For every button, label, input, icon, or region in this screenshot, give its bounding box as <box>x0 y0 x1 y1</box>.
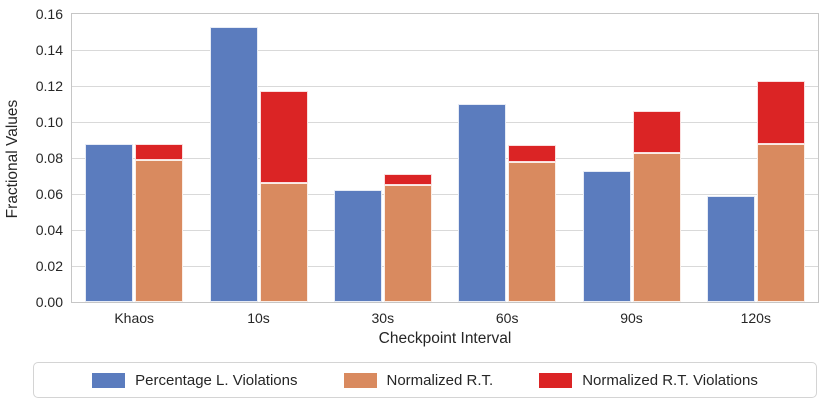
bar-percentage-l-violations <box>333 190 382 302</box>
x-tick-label: 60s <box>495 310 519 326</box>
y-tick-label: 0.06 <box>35 186 63 202</box>
bar-normalized-rt-violations <box>632 111 681 153</box>
bar-normalized-rt <box>756 143 805 302</box>
bar-percentage-l-violations <box>209 26 258 302</box>
gridline <box>72 158 818 159</box>
y-tick-label: 0.00 <box>35 294 63 310</box>
legend-item-normalized-rt: Normalized R.T. <box>343 371 494 389</box>
y-tick-label: 0.04 <box>35 222 63 238</box>
gridline <box>72 266 818 267</box>
y-tick-label: 0.14 <box>35 42 63 58</box>
gridline <box>72 230 818 231</box>
gridline <box>72 86 818 87</box>
gridline <box>72 194 818 195</box>
bar-normalized-rt <box>135 159 184 302</box>
y-tick-label: 0.12 <box>35 78 63 94</box>
bar-normalized-rt-violations <box>135 143 184 160</box>
legend-swatch-orange <box>343 372 377 388</box>
legend-label: Normalized R.T. <box>386 371 494 389</box>
bar-percentage-l-violations <box>706 195 755 302</box>
x-tick-label: 120s <box>740 310 771 326</box>
x-tick-label: Khaos <box>114 310 155 326</box>
bar-percentage-l-violations <box>85 143 134 302</box>
bar-percentage-l-violations <box>582 170 631 302</box>
x-tick-label: 90s <box>620 310 643 326</box>
bar-percentage-l-violations <box>458 104 507 302</box>
bar-normalized-rt <box>259 183 308 302</box>
y-tick-label: 0.08 <box>35 150 63 166</box>
legend-swatch-red <box>539 372 573 388</box>
bar-normalized-rt <box>383 185 432 302</box>
legend-swatch-blue <box>92 372 126 388</box>
x-tick-label: 10s <box>247 310 270 326</box>
legend-label: Percentage L. Violations <box>135 371 298 389</box>
y-tick-label: 0.10 <box>35 114 63 130</box>
legend-item-percentage-l-violations: Percentage L. Violations <box>92 371 298 389</box>
bar-normalized-rt <box>508 161 557 302</box>
x-tick-label: 30s <box>371 310 395 326</box>
y-tick-label: 0.16 <box>35 6 63 22</box>
bar-normalized-rt-violations <box>383 174 432 185</box>
legend-label: Normalized R.T. Violations <box>582 371 758 389</box>
y-tick-label: 0.02 <box>35 258 63 274</box>
legend-item-normalized-rt-violations: Normalized R.T. Violations <box>539 372 758 389</box>
legend: Percentage L. Violations Normalized R.T.… <box>33 362 817 398</box>
plot-area <box>71 13 819 303</box>
bar-normalized-rt-violations <box>259 91 308 184</box>
bar-normalized-rt <box>632 152 681 302</box>
gridline <box>72 122 818 123</box>
bar-normalized-rt-violations <box>756 80 805 144</box>
bar-normalized-rt-violations <box>508 145 557 162</box>
x-axis-title: Checkpoint Interval <box>378 330 512 347</box>
gridline <box>72 50 818 51</box>
